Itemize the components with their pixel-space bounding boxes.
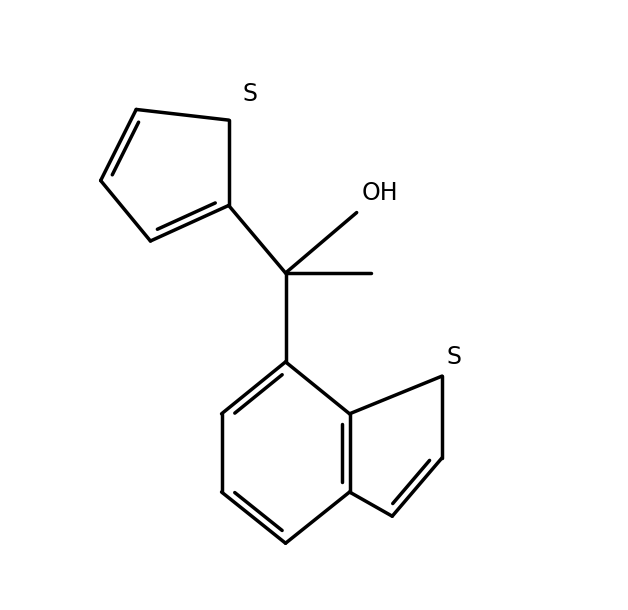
Text: S: S (447, 345, 462, 369)
Text: OH: OH (362, 181, 398, 206)
Text: S: S (243, 82, 258, 106)
